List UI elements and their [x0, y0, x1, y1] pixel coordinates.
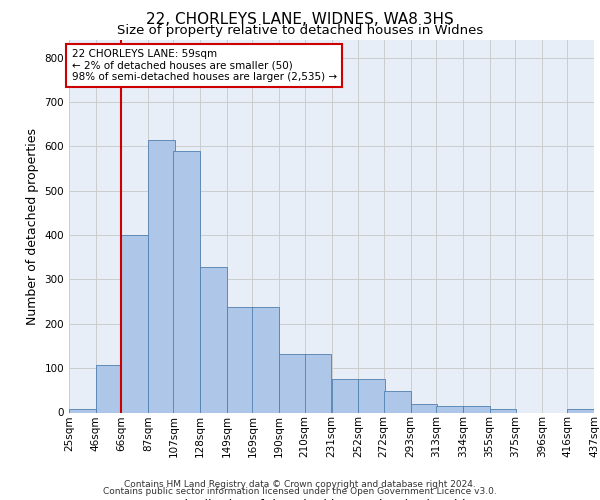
Text: Contains HM Land Registry data © Crown copyright and database right 2024.: Contains HM Land Registry data © Crown c… [124, 480, 476, 489]
Y-axis label: Number of detached properties: Number of detached properties [26, 128, 39, 325]
Bar [331, 379, 358, 412]
Bar [173, 151, 200, 412]
Text: 22 CHORLEYS LANE: 59sqm
← 2% of detached houses are smaller (50)
98% of semi-det: 22 CHORLEYS LANE: 59sqm ← 2% of detached… [71, 49, 337, 82]
Bar [358, 379, 385, 412]
Bar [200, 267, 227, 412]
Bar [384, 391, 410, 412]
Bar [410, 404, 437, 412]
Bar [96, 365, 122, 412]
Text: Size of property relative to detached houses in Widnes: Size of property relative to detached ho… [117, 24, 483, 37]
Bar [253, 307, 279, 412]
Bar [436, 406, 463, 412]
Bar [148, 140, 175, 412]
Bar [463, 406, 490, 412]
Bar [279, 354, 306, 412]
Bar [69, 409, 96, 412]
Text: Contains public sector information licensed under the Open Government Licence v3: Contains public sector information licen… [103, 487, 497, 496]
X-axis label: Distribution of detached houses by size in Widnes: Distribution of detached houses by size … [175, 499, 488, 500]
Bar [490, 409, 516, 412]
Bar [227, 307, 254, 412]
Bar [305, 354, 331, 412]
Bar [121, 235, 148, 412]
Text: 22, CHORLEYS LANE, WIDNES, WA8 3HS: 22, CHORLEYS LANE, WIDNES, WA8 3HS [146, 12, 454, 28]
Bar [567, 409, 594, 412]
